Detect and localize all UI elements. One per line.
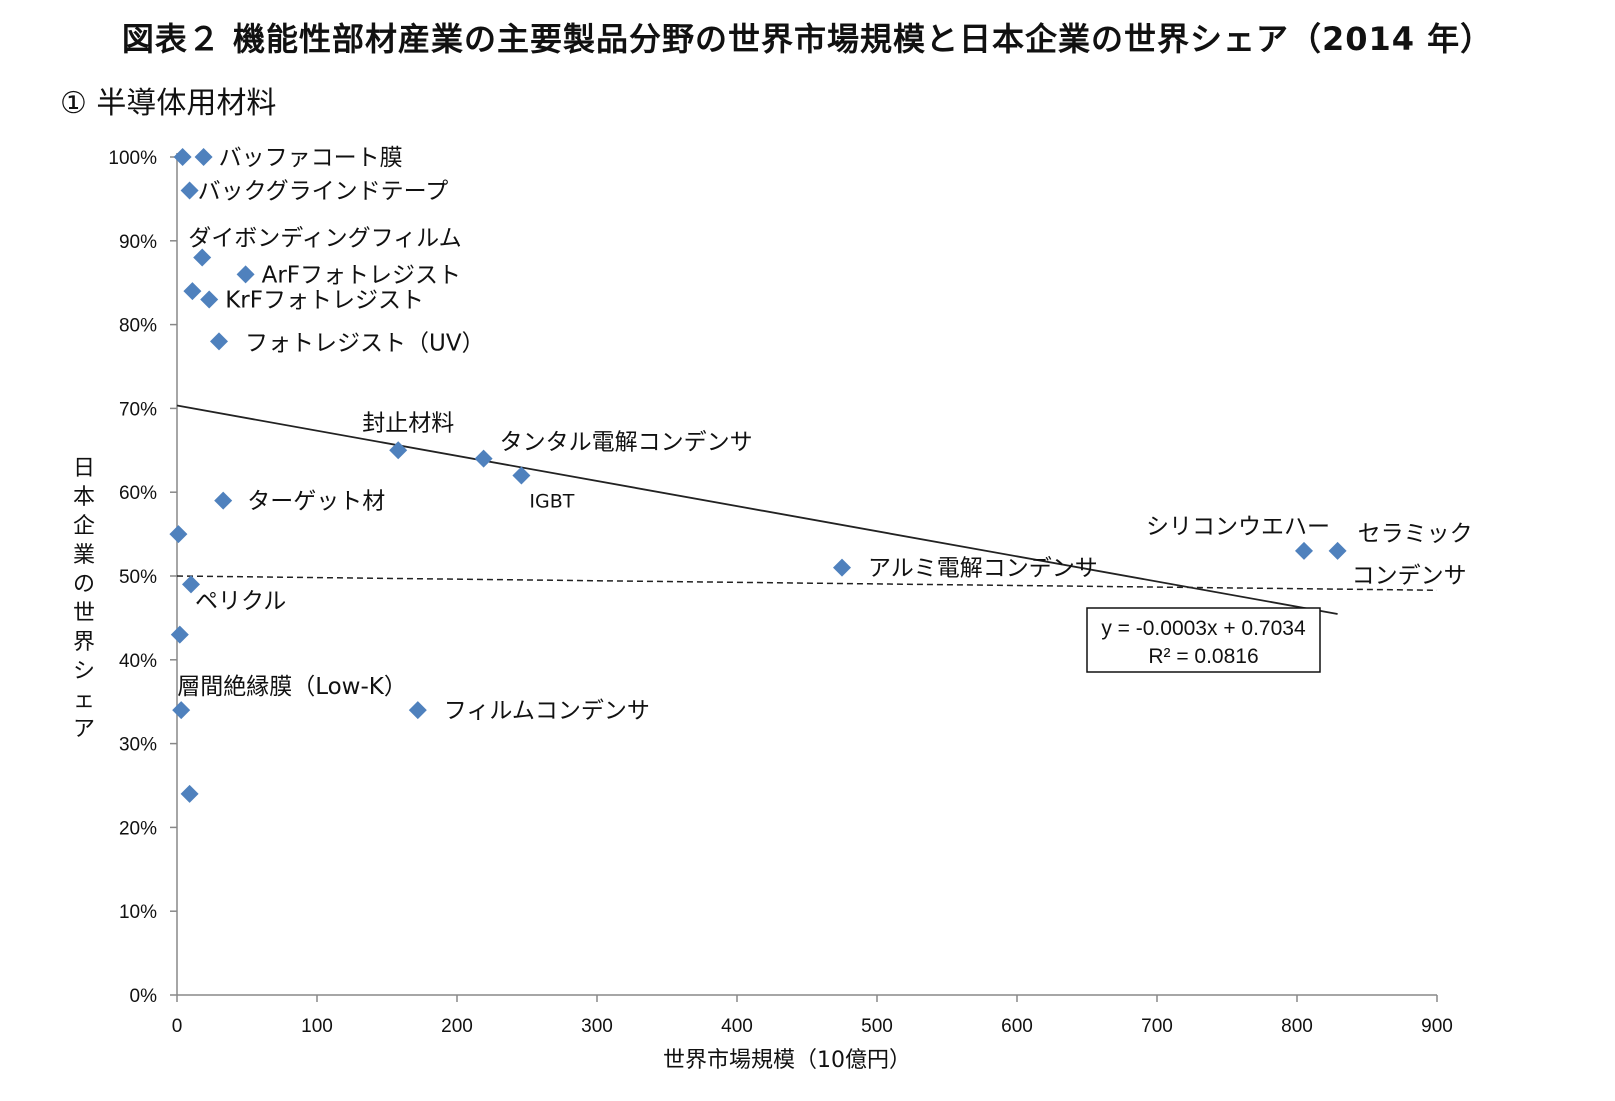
- x-tick-label: 900: [1421, 1016, 1453, 1037]
- point-label: ターゲット材: [247, 489, 385, 515]
- y-tick-label: 30%: [119, 735, 157, 756]
- point-label: アルミ電解コンデンサ: [868, 556, 1098, 582]
- data-point: [172, 701, 191, 720]
- y-tick-label: 0%: [130, 986, 158, 1007]
- data-point: [193, 248, 212, 267]
- point-label: タンタル電解コンデンサ: [500, 430, 753, 456]
- point-label-continuation: コンデンサ: [1352, 563, 1467, 589]
- data-point: [408, 701, 427, 720]
- data-point: [236, 265, 255, 284]
- point-label: IGBT: [529, 490, 574, 512]
- chart-lines: [176, 404, 1438, 615]
- x-tick-label: 400: [721, 1016, 753, 1037]
- y-tick-label: 100%: [108, 148, 157, 169]
- y-tick-label: 60%: [119, 483, 157, 504]
- data-point: [170, 625, 189, 644]
- data-point: [210, 332, 228, 351]
- y-tick-label: 10%: [119, 902, 157, 923]
- data-point: [169, 525, 188, 544]
- data-point: [1328, 541, 1347, 560]
- point-label: セラミック: [1358, 521, 1473, 547]
- y-axis-label: 日本企業の世界シェア: [73, 456, 95, 742]
- x-tick-label: 600: [1001, 1016, 1033, 1037]
- data-point: [214, 491, 233, 510]
- reference-dashed-line: [176, 575, 1438, 591]
- data-point: [180, 784, 199, 803]
- data-point: [200, 290, 219, 309]
- point-label: 層間絶縁膜（Low-K）: [177, 674, 407, 700]
- point-label: バッファコート膜: [219, 145, 403, 171]
- point-label: バックグラインドテープ: [198, 179, 449, 205]
- x-axis-label: 世界市場規模（10億円）: [663, 1048, 911, 1073]
- data-point: [183, 282, 202, 301]
- trendline-r2: R² = 0.0816: [1148, 645, 1258, 668]
- data-point: [474, 449, 493, 468]
- x-tick-label: 500: [861, 1016, 893, 1037]
- chart-points: [169, 148, 1347, 803]
- trendline-equation: y = -0.0003x + 0.7034: [1101, 617, 1306, 640]
- y-tick-label: 90%: [119, 232, 157, 253]
- data-point: [194, 148, 213, 166]
- data-point: [180, 181, 199, 200]
- data-point: [389, 441, 408, 460]
- figure-subtitle: ① 半導体用材料: [60, 86, 277, 121]
- x-tick-label: 200: [441, 1016, 473, 1037]
- data-point: [173, 148, 192, 166]
- trendline-equation-box: y = -0.0003x + 0.7034 R² = 0.0816: [1086, 607, 1321, 673]
- point-label: ダイボンディングフィルム: [188, 226, 461, 252]
- data-point: [182, 575, 200, 594]
- data-point: [1295, 541, 1313, 560]
- point-label: シリコンウエハー: [1146, 514, 1330, 540]
- trendline: [176, 404, 1338, 615]
- x-tick-label: 0: [172, 1016, 183, 1037]
- point-label: フォトレジスト（UV）: [245, 330, 485, 356]
- point-label: ペリクル: [195, 588, 286, 614]
- point-label: KrFフォトレジスト: [225, 287, 424, 313]
- data-point: [512, 466, 531, 485]
- data-point: [833, 558, 851, 577]
- x-tick-label: 700: [1141, 1016, 1173, 1037]
- point-label: 封止材料: [362, 410, 454, 436]
- chart-axes: 0% 10% 20% 30% 40% 50% 60% 70% 80% 90% 100% 0 100 200…: [108, 148, 1452, 1037]
- y-tick-label: 50%: [119, 567, 157, 588]
- y-tick-label: 20%: [119, 818, 157, 839]
- y-tick-label: 80%: [119, 316, 157, 337]
- figure-title: 図表２ 機能性部材産業の主要製品分野の世界市場規模と日本企業の世界シェア（201…: [121, 20, 1494, 58]
- point-label: ArFフォトレジスト: [262, 262, 461, 288]
- x-tick-label: 800: [1281, 1016, 1313, 1037]
- x-tick-label: 100: [301, 1016, 333, 1037]
- y-tick-label: 40%: [119, 651, 157, 672]
- x-tick-label: 300: [581, 1016, 613, 1037]
- point-label: フィルムコンデンサ: [444, 698, 650, 724]
- y-tick-label: 70%: [119, 399, 157, 420]
